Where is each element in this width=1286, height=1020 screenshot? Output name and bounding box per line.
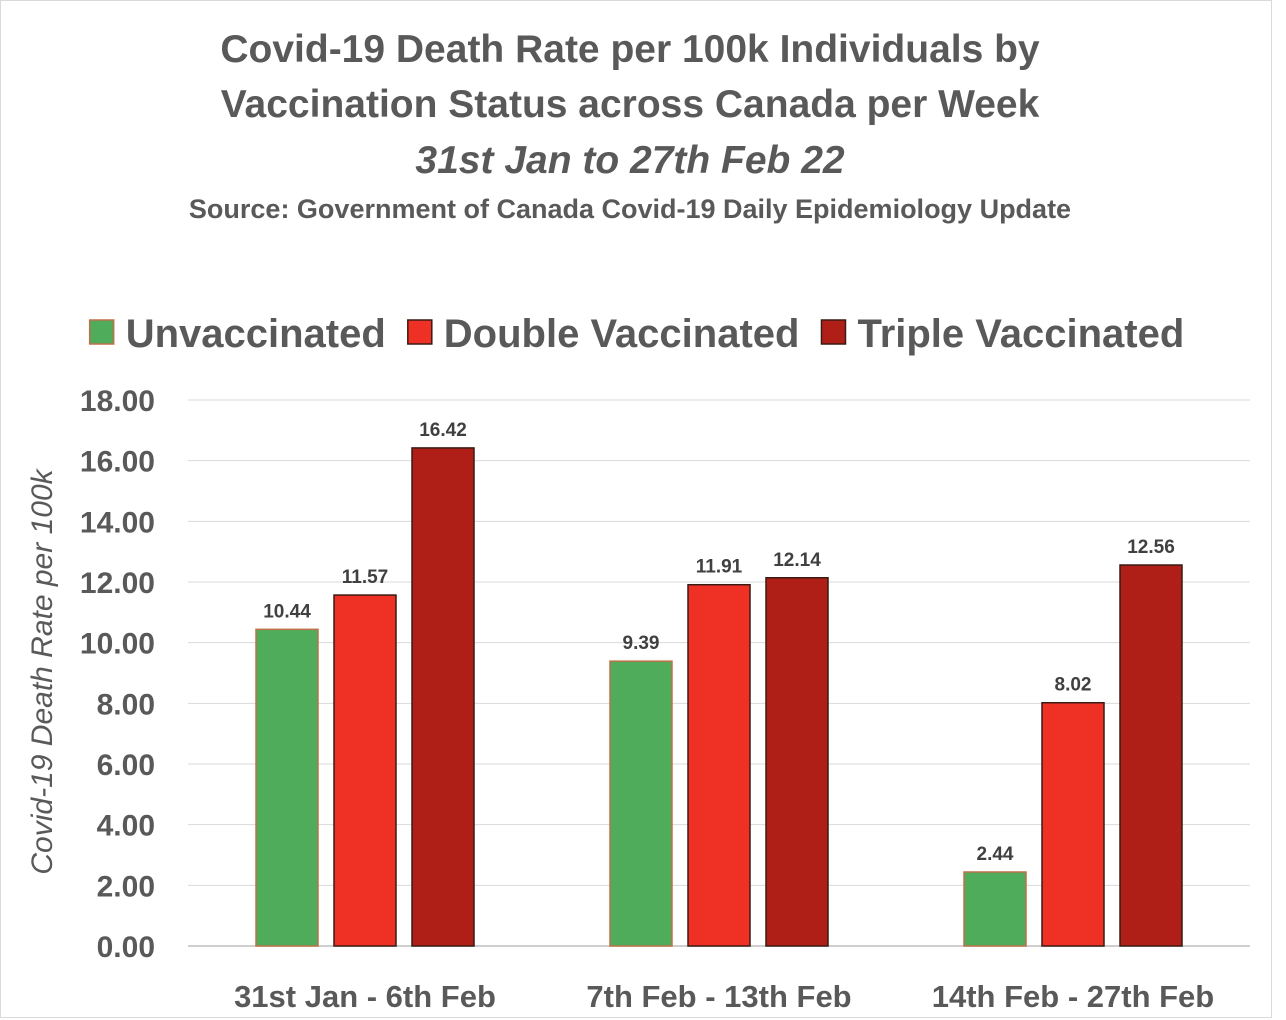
y-axis-label: Covid-19 Death Rate per 100k <box>26 467 59 874</box>
y-tick-label: 0.00 <box>97 931 155 964</box>
legend-swatch <box>407 319 433 345</box>
bar <box>963 871 1027 947</box>
data-label: 10.44 <box>263 601 311 622</box>
data-label: 12.14 <box>773 550 821 571</box>
y-tick-label: 6.00 <box>97 749 155 782</box>
data-label: 12.56 <box>1127 537 1175 558</box>
chart-source: Source: Government of Canada Covid-19 Da… <box>188 194 1072 224</box>
bar <box>1041 701 1105 947</box>
legend-label: Double Vaccinated <box>444 312 800 356</box>
bar <box>411 447 475 947</box>
data-label: 8.02 <box>1055 675 1092 696</box>
bar <box>687 583 751 947</box>
bar <box>765 577 829 947</box>
bar <box>255 628 319 947</box>
legend-swatch <box>88 319 115 345</box>
y-tick-label: 8.00 <box>97 688 155 721</box>
data-label: 9.39 <box>623 633 660 654</box>
bar <box>609 660 673 947</box>
bar <box>333 594 397 947</box>
bar <box>1119 564 1183 947</box>
legend-label: Unvaccinated <box>126 312 386 356</box>
y-tick-label: 4.00 <box>97 810 155 843</box>
data-label: 16.42 <box>419 420 467 441</box>
data-label: 2.44 <box>977 844 1014 865</box>
chart-title-line2: Vaccination Status across Canada per Wee… <box>220 83 1040 126</box>
data-label: 11.91 <box>696 557 743 578</box>
y-tick-label: 16.00 <box>80 446 155 479</box>
data-label: 11.57 <box>342 567 389 588</box>
x-tick-label: 7th Feb - 13th Feb <box>586 979 851 1014</box>
legend-swatch <box>820 319 847 345</box>
chart-title-line1: Covid-19 Death Rate per 100k Individuals… <box>220 28 1040 71</box>
y-tick-label: 14.00 <box>80 506 155 539</box>
chart-subtitle: 31st Jan to 27th Feb 22 <box>415 139 845 182</box>
x-tick-label: 14th Feb - 27th Feb <box>932 979 1214 1014</box>
legend-label: Triple Vaccinated <box>857 312 1184 356</box>
y-tick-label: 18.00 <box>80 385 155 418</box>
y-tick-label: 12.00 <box>80 567 155 600</box>
x-tick-label: 31st Jan - 6th Feb <box>234 979 496 1014</box>
y-tick-label: 10.00 <box>80 628 155 661</box>
y-tick-label: 2.00 <box>97 870 155 903</box>
